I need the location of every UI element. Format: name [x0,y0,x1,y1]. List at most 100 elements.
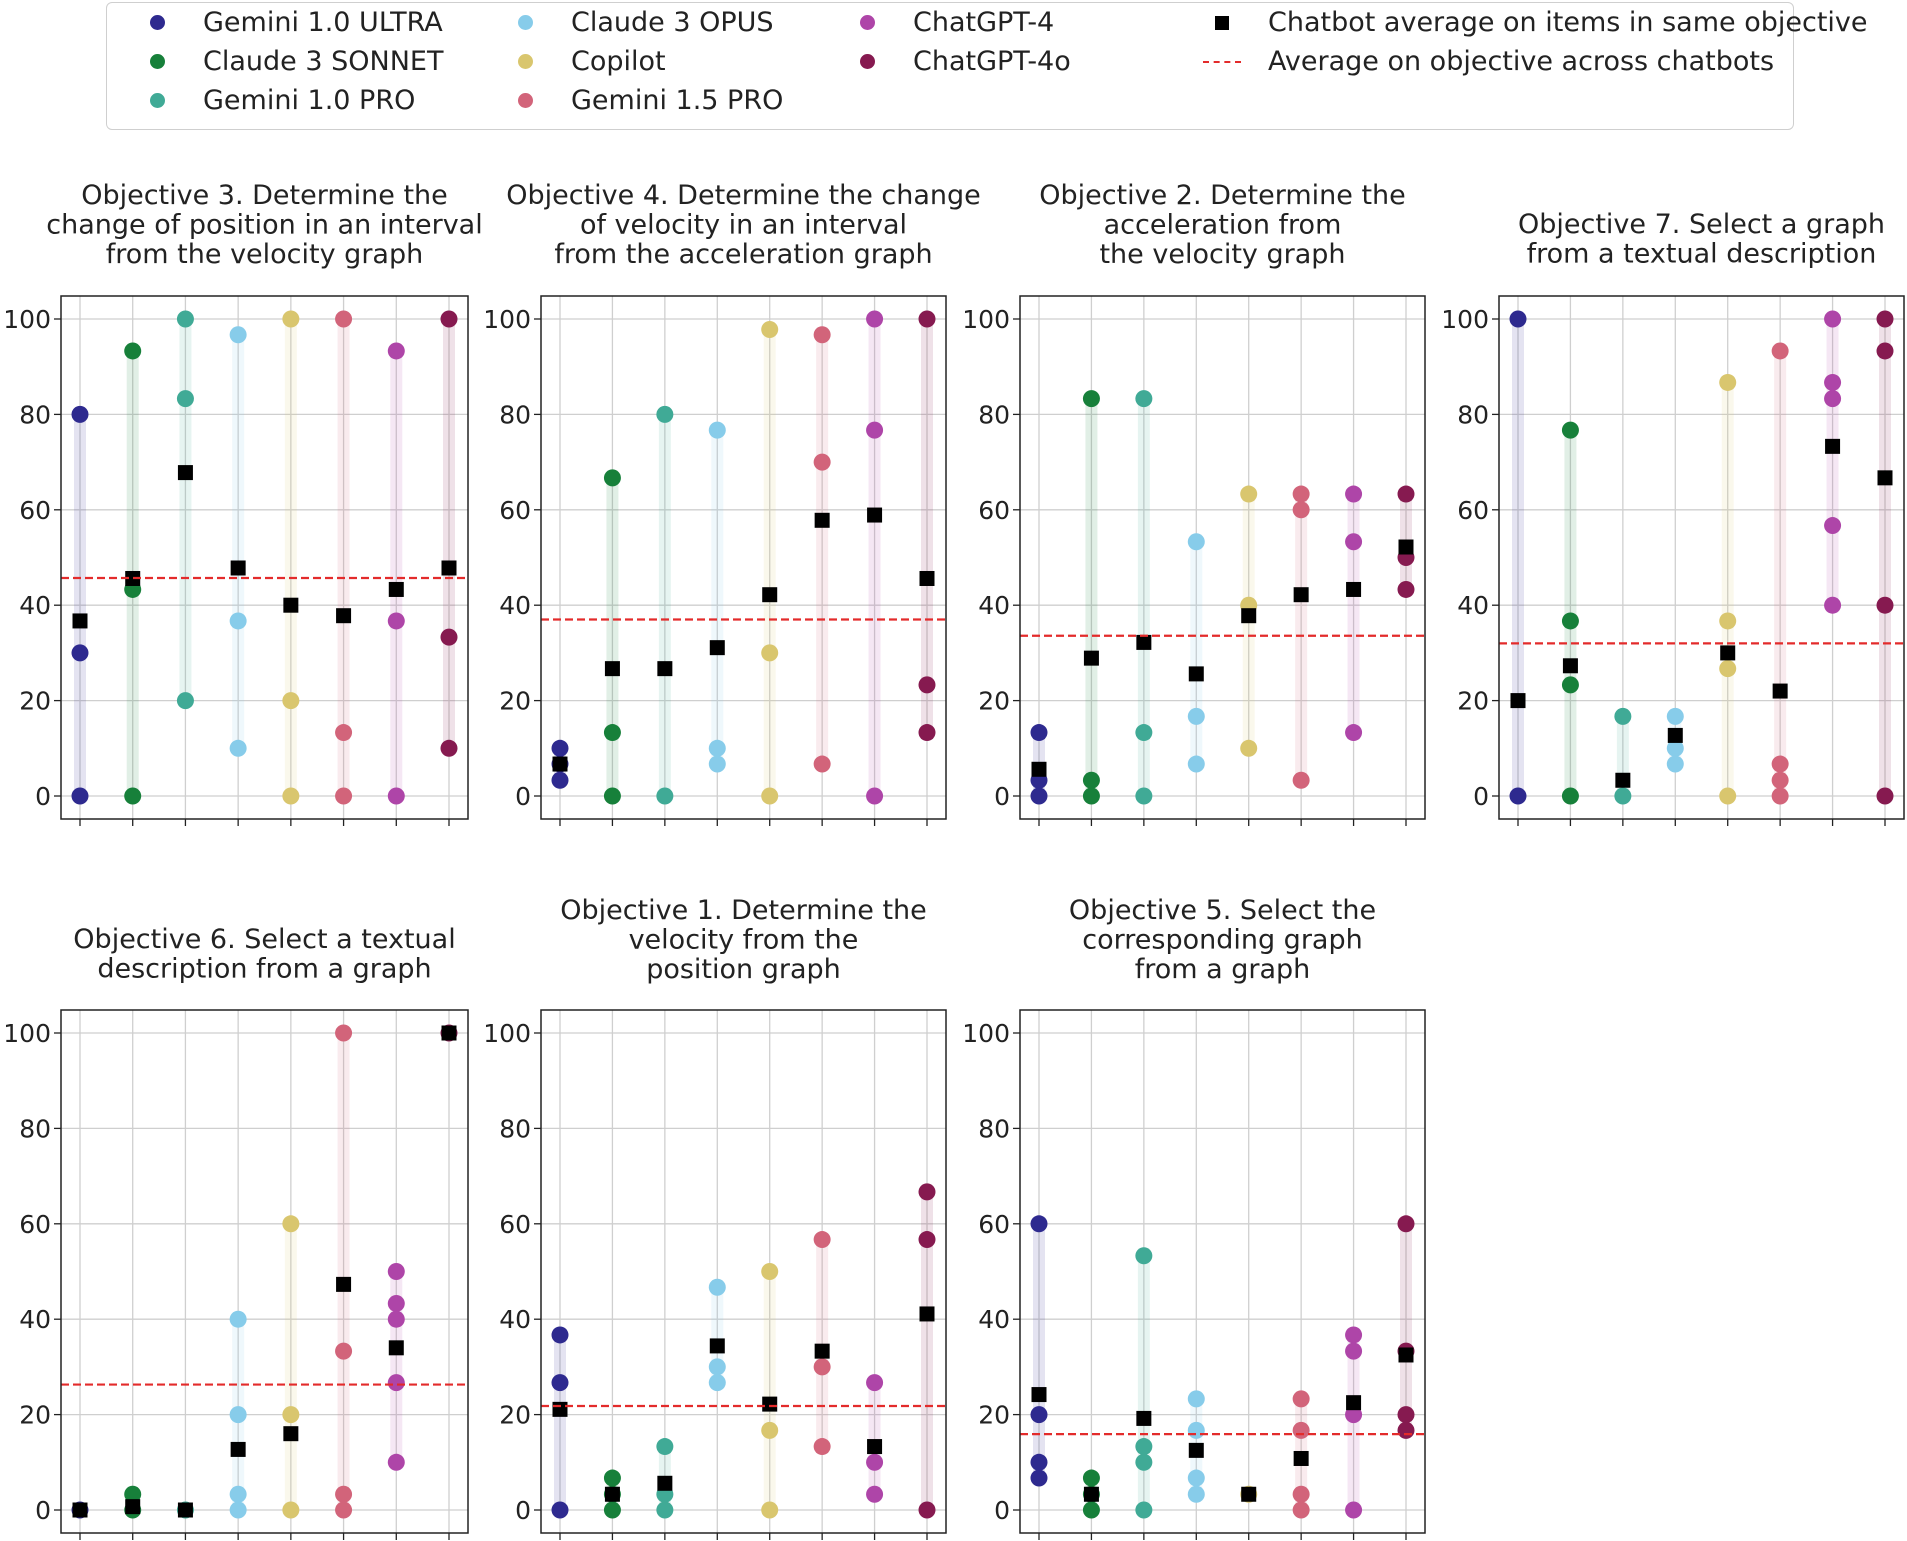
data-point [1135,390,1153,408]
data-point [1030,1215,1048,1233]
y-tick-label: 0 [35,1496,51,1525]
chatbot-average-marker [336,1276,352,1292]
data-point [1561,676,1579,694]
data-point [1397,1215,1415,1233]
data-point [551,739,569,757]
chart-title-line: Objective 3. Determine the [81,180,448,211]
range-band [74,414,86,796]
data-point [761,644,779,662]
y-tick-label: 100 [483,305,531,334]
data-point [1345,1326,1363,1344]
data-point [440,628,458,646]
data-point [387,1294,405,1312]
data-point [813,326,831,344]
data-point [1292,1485,1310,1503]
series-chatgpt-4 [387,1263,405,1471]
chatbot-average-marker [283,597,299,613]
chatbot-average-marker [441,1025,457,1041]
data-point [1561,421,1579,439]
chatbot-average-marker [1346,581,1362,597]
plot-frame [1019,295,1426,820]
y-tick-label: 20 [499,687,531,716]
chatbot-average-marker [1877,470,1893,486]
range-band [658,414,671,796]
series-claude-3-opus [229,1310,247,1519]
legend-item-objective-average: Average on objective across chatbots [1202,46,1774,77]
y-tick-label: 0 [515,1496,531,1525]
data-point [551,1374,569,1392]
data-point [761,320,779,338]
data-point [1345,1406,1363,1424]
chatbot-average-marker [814,512,830,528]
y-tick-label: 60 [19,496,51,525]
data-point [708,1374,726,1392]
legend-item-gemini-1-0-ultra: Gemini 1.0 ULTRA [137,7,443,38]
data-point [71,644,89,662]
data-point [229,326,247,344]
chart-title-line: change of position in an interval [46,210,482,241]
range-band [711,430,724,765]
y-tick-label: 0 [994,1496,1010,1525]
data-point [866,787,884,805]
chart-title-line: Objective 4. Determine the change [506,180,981,211]
data-point [282,310,300,328]
chatbot-average-marker [72,1502,88,1518]
chatbot-average-marker [919,1306,935,1322]
data-point [1614,787,1632,805]
y-tick-label: 20 [19,1401,51,1430]
chart-title-line: velocity from the [629,925,859,956]
data-point [1292,1501,1310,1519]
chatbot-average-marker [1136,634,1152,650]
data-point [335,1342,353,1360]
data-point [387,342,405,360]
chart-panel-5: Objective 6. Select a textualdescription… [3,924,469,1540]
data-point [1292,1421,1310,1439]
series-gemini-1-5-pro [335,1024,353,1519]
chatbot-average-marker [867,507,883,523]
data-point [1240,739,1258,757]
series-claude-3-sonnet [124,342,142,805]
chatbot-average-marker [919,570,935,586]
chart-title-line: Objective 7. Select a graph [1518,209,1885,240]
data-point [1240,485,1258,503]
chatbot-average-marker [604,1486,620,1502]
data-point [1719,787,1737,805]
data-point [761,1421,779,1439]
series-gemini-1-5-pro [1292,485,1310,789]
range-band [1085,398,1098,796]
y-tick-label: 100 [962,305,1010,334]
chatbot-average-marker [709,640,725,656]
data-point [1187,1469,1205,1487]
data-point [1345,724,1363,742]
data-point [1292,1390,1310,1408]
range-band [1400,1223,1412,1431]
chatbot-average-marker [657,1475,673,1491]
series-claude-3-opus [1187,533,1205,773]
data-point [1030,724,1048,742]
y-tick-label: 20 [978,1401,1010,1430]
range-band [1512,319,1524,796]
data-point [1666,707,1684,725]
legend-item-chatgpt-4-label: ChatGPT-4 [913,7,1055,38]
data-point [1824,596,1842,614]
y-tick-label: 100 [962,1019,1010,1048]
y-tick-label: 80 [978,400,1010,429]
data-point [866,310,884,328]
y-tick-label: 20 [1457,687,1489,716]
data-point [71,405,89,423]
series-gemini-1-0-ultra [1509,310,1527,805]
chatbot-average-marker [125,570,141,586]
chatbot-average-marker [1667,727,1683,743]
data-point [282,1215,300,1233]
data-point [918,1501,936,1519]
chatbot-average-marker [814,1343,830,1359]
data-point [229,1501,247,1519]
data-point [335,787,353,805]
data-point [1509,787,1527,805]
legend-item-chatgpt-4o: ChatGPT-4o [847,46,1071,77]
chatbot-average-marker [1083,1486,1099,1502]
chatbot-average-marker [1241,1486,1257,1502]
data-point [387,1453,405,1471]
data-point [1771,771,1789,789]
